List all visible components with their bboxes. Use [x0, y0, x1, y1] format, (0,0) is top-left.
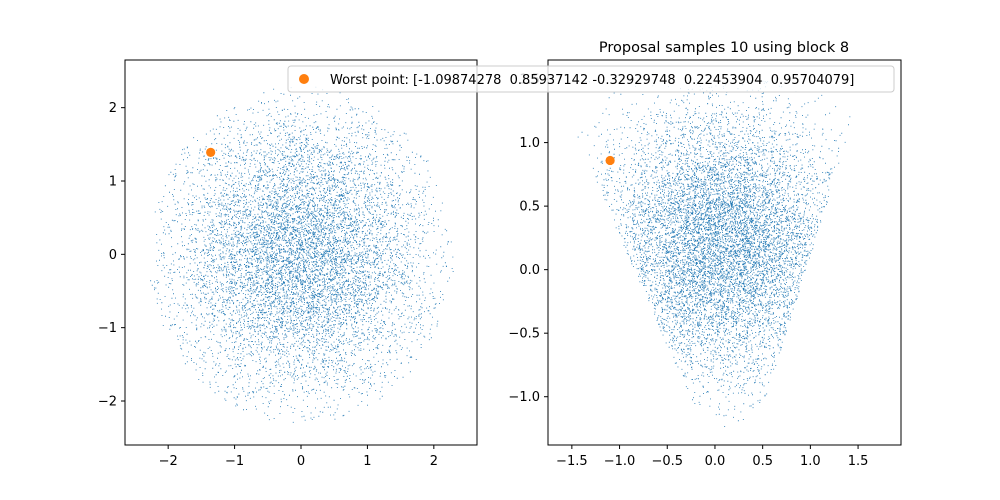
y-tick-label: 1.0 [519, 136, 540, 151]
plot-area-left [125, 60, 477, 445]
x-tick-label: 0.5 [752, 454, 773, 469]
x-tick-label: 0 [297, 454, 305, 469]
legend: Worst point: [-1.09874278 0.85937142 -0.… [287, 65, 895, 93]
y-tick-label: −1.0 [508, 390, 540, 405]
x-axis-right: −1.5 −1.0 −0.5 0.0 0.5 1.0 1.5 [556, 445, 868, 469]
point-cloud-left [150, 86, 454, 423]
y-tick-label: 2 [109, 101, 117, 116]
chart-title-right: Proposal samples 10 using block 8 [599, 40, 849, 56]
y-tick-label: 1 [109, 175, 117, 190]
x-tick-label: −1.5 [556, 454, 588, 469]
x-tick-label: 2 [430, 454, 438, 469]
y-axis-right: −1.0−0.50.00.51.01.5 [508, 73, 548, 405]
y-tick-label: −1 [98, 321, 117, 336]
point-cloud-right [577, 79, 851, 427]
x-tick-label: 1 [363, 454, 371, 469]
y-tick-label: 0 [109, 248, 117, 263]
x-axis-left: −2 −1 0 1 2 [159, 445, 438, 469]
legend-marker [299, 74, 309, 84]
y-axis-left: −2 −1 0 1 2 [98, 101, 125, 410]
scatter-plot-left: −2 −1 0 1 2 −2 −1 0 1 2 [98, 59, 478, 469]
y-tick-label: −0.5 [508, 327, 540, 342]
x-tick-label: −1.0 [604, 454, 636, 469]
worst-point-left [206, 147, 216, 157]
sample-points [150, 86, 454, 423]
x-tick-label: −0.5 [651, 454, 683, 469]
x-tick-label: 1.5 [848, 454, 869, 469]
y-tick-label: 0.0 [519, 263, 540, 278]
sample-points [577, 79, 851, 427]
x-tick-label: −2 [159, 454, 178, 469]
legend-label: Worst point: [-1.09874278 0.85937142 -0.… [330, 73, 854, 88]
scatter-plot-right: −1.5 −1.0 −0.5 0.0 0.5 1.0 1.5 −1.0 −0.5 0.0 0.5 1… [508, 40, 902, 469]
y-tick-label: 0.5 [519, 200, 540, 215]
x-tick-label: 0.0 [705, 454, 726, 469]
y-tick-label: −2 [98, 395, 117, 410]
legend-box [287, 65, 895, 93]
x-tick-label: 1.0 [800, 454, 821, 469]
worst-point-marker [605, 155, 615, 166]
worst-point-marker [206, 147, 216, 157]
x-tick-label: −1 [225, 454, 244, 469]
worst-point-right [605, 155, 615, 166]
axes-frame-right [547, 59, 902, 446]
